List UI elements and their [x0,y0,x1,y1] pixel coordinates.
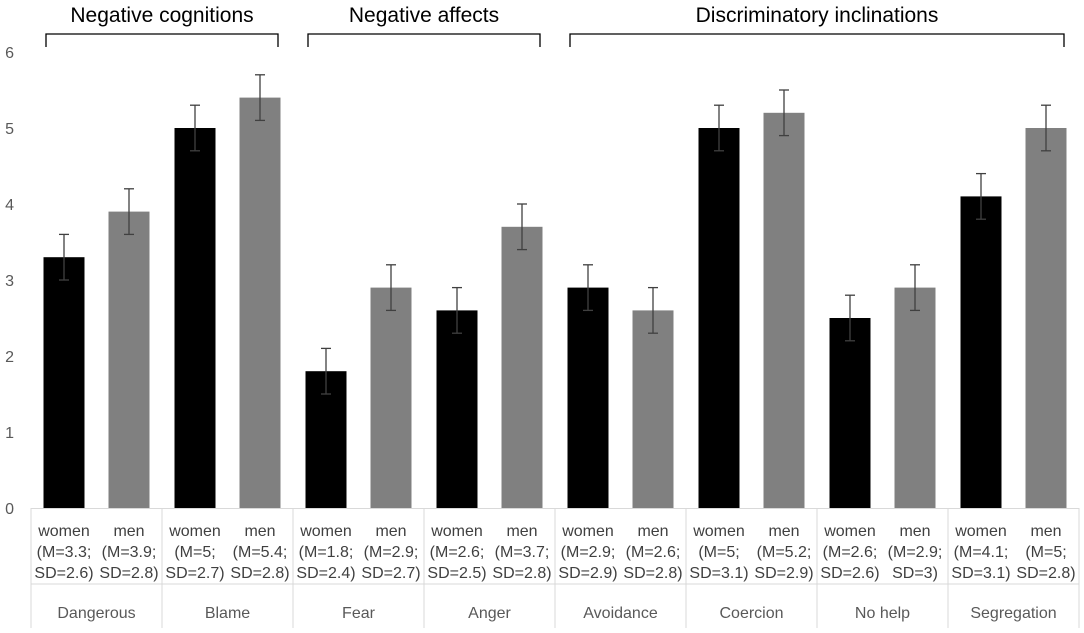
group-brackets: Negative cognitions Negative affects Discr… [45,4,1065,47]
y-tick-label: 4 [5,197,14,214]
group-bracket [45,33,279,47]
error-bar [583,264,593,312]
sub-label-men: men (M=5.2; SD=2.9) [754,523,813,582]
sub-label-women: women (M=3.3; SD=2.6) [34,523,93,582]
sub-label-men: men (M=2.9; SD=2.7) [361,523,420,582]
error-bar [452,286,462,334]
bar-men-coercion [763,112,805,509]
category-label: Segregation [970,605,1056,622]
bar-women-coercion [698,128,740,508]
y-tick-label: 0 [5,501,14,518]
error-bar [1041,104,1051,152]
error-bar [124,188,134,236]
sub-label-women: women (M=2.6; SD=2.5) [427,523,486,582]
error-bar [845,294,855,342]
error-bar [386,264,396,312]
sub-label-women: women (M=2.6; SD=2.6) [820,523,879,582]
sub-label-women: women (M=5; SD=2.7) [165,523,224,582]
error-bar [648,286,658,334]
category-label: Anger [468,605,511,622]
group-title: Negative affects [349,4,499,27]
category-label: Fear [342,605,376,622]
error-bar [59,233,69,281]
bar-women-blame [174,128,216,508]
error-bar [255,74,265,122]
bars [43,97,1067,509]
sub-label-men: men (M=5.4; SD=2.8) [230,523,289,582]
bar-women-anger [436,310,478,508]
category-label: Blame [205,605,250,622]
bar-women-dangerous [43,257,85,508]
bar-women-avoidance [567,287,609,508]
category-label: Dangerous [57,605,135,622]
error-bar [321,347,331,395]
category-label: Avoidance [583,605,658,622]
category-label: No help [855,605,910,622]
y-tick-label: 1 [5,425,14,442]
sub-label-women: women (M=1.8; SD=2.4) [296,523,355,582]
bar-men-fear [370,287,412,508]
bar-men-no-help [894,287,936,508]
x-axis: women (M=3.3; SD=2.6) women (M=5; SD=2.7) wome… [30,508,1080,628]
bar-men-blame [239,97,281,508]
y-tick-label: 5 [5,121,14,138]
sub-label-women: women (M=2.9; SD=2.9) [558,523,617,582]
error-bar [714,104,724,152]
y-tick-label: 2 [5,349,14,366]
error-bar [779,89,789,137]
bar-men-anger [501,226,543,509]
bar-women-no-help [829,318,871,508]
sub-label-women: women (M=5; SD=3.1) [689,523,748,582]
category-label: Coercion [719,605,783,622]
error-bars [59,74,1051,395]
y-axis: 0 1 2 3 4 5 6 [5,45,14,518]
sub-label-men: men (M=5; SD=2.8) [1016,523,1075,582]
group-bracket [569,33,1065,47]
bar-women-segregation [960,196,1002,508]
bar-men-dangerous [108,211,150,508]
sub-label-men: men (M=3.9; SD=2.8) [99,523,158,582]
bar-men-avoidance [632,310,674,508]
group-title: Discriminatory inclinations [696,4,939,27]
group-bracket [307,33,541,47]
error-bar [517,203,527,251]
sub-label-men: men (M=2.9; SD=3) [888,523,943,582]
error-bar [190,104,200,152]
group-title: Negative cognitions [70,4,253,27]
error-bar [910,264,920,312]
sub-label-women: women (M=4.1; SD=3.1) [951,523,1010,582]
y-tick-label: 3 [5,273,14,290]
sub-label-men: men (M=3.7; SD=2.8) [492,523,551,582]
sub-label-men: men (M=2.6; SD=2.8) [623,523,682,582]
error-bar [976,172,986,220]
bar-men-segregation [1025,128,1067,508]
y-tick-label: 6 [5,45,14,62]
